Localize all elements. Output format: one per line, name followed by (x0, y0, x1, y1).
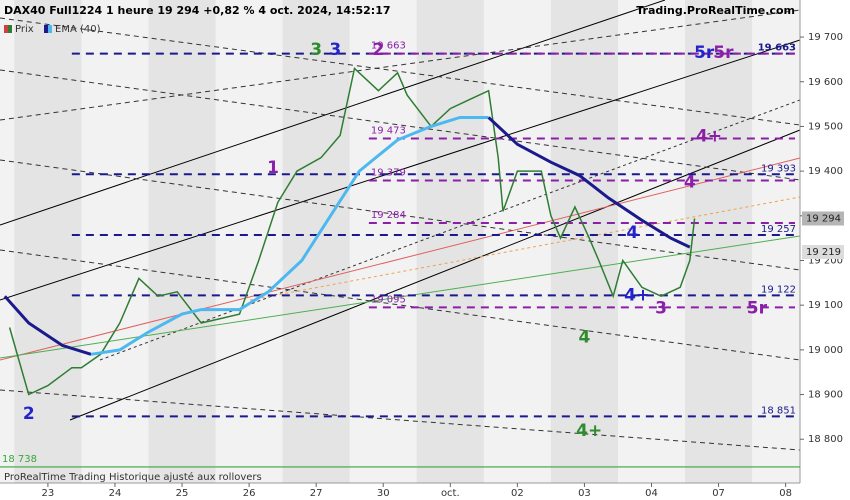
x-tick-label: 30 (377, 488, 390, 499)
wave-label: 2 (373, 40, 385, 60)
level-label: 19 473 (371, 126, 406, 137)
level-label: 18 738 (2, 454, 37, 465)
chart-title: DAX40 Full1224 1 heure 19 294 +0,82 % 4 … (4, 4, 391, 17)
ema-line (3, 295, 92, 356)
level-label: 18 851 (761, 405, 796, 416)
legend-label: Prix (15, 24, 34, 35)
x-tick-label: 03 (578, 488, 591, 499)
wave-label: 4 (579, 327, 591, 347)
x-tick-label: 27 (310, 488, 323, 499)
price-line (8, 66, 696, 396)
y-tick-label: 19 600 (808, 77, 843, 88)
trend-line (0, 39, 801, 301)
wave-label: 5r (713, 43, 734, 63)
legend-swatch (48, 25, 52, 33)
wave-label: 5r (694, 43, 715, 63)
ema-line (487, 116, 691, 249)
footer: ProRealTime Trading Historique ajusté au… (4, 471, 262, 483)
x-tick-label: 07 (712, 488, 725, 499)
price-tag-label: 19 294 (806, 213, 841, 224)
x-tick-label: 08 (779, 488, 792, 499)
legend-label: EMA (40) (55, 24, 101, 35)
wave-label: 3 (310, 40, 322, 60)
level-label: 19 095 (371, 294, 406, 305)
y-tick-label: 18 800 (808, 434, 843, 445)
level-label: 19 257 (761, 224, 796, 235)
dashed-line (99, 99, 801, 361)
wave-label: 4 (626, 223, 638, 243)
day-bands (14, 0, 753, 483)
dashed-line (0, 389, 801, 451)
price-tag (802, 211, 844, 226)
day-band (282, 0, 350, 483)
level-label: 19 379 (371, 168, 406, 179)
x-tick-label: 24 (109, 488, 122, 499)
price-tag-label: 19 219 (806, 247, 841, 258)
day-band (148, 0, 216, 483)
y-tick-label: 19 500 (808, 121, 843, 132)
level-label: 19 122 (761, 284, 796, 295)
level-label: 19 284 (371, 210, 406, 221)
y-tick-label: 19 700 (808, 32, 843, 43)
x-tick-label: 23 (42, 488, 55, 499)
wave-label: 4+ (696, 126, 722, 146)
x-tick-label: oct. (441, 488, 460, 499)
drawings (0, 0, 801, 451)
y-tick-label: 19 000 (808, 345, 843, 356)
brand: Trading.ProRealTime.com (636, 4, 795, 17)
wave-label: 4+ (624, 285, 650, 305)
level-label: 19 663 (758, 43, 796, 54)
y-tick-label: 18 900 (808, 390, 843, 401)
y-tick-label: 19 400 (808, 166, 843, 177)
trend-line (69, 129, 801, 421)
trend-line (0, 0, 666, 226)
x-tick-label: 25 (176, 488, 189, 499)
day-band (14, 0, 82, 483)
green-line (0, 235, 801, 359)
legend-swatch (8, 25, 12, 33)
level-label: 19 393 (761, 163, 796, 174)
wave-label: 1 (267, 158, 279, 178)
ema-line (90, 116, 489, 356)
x-tick-label: 02 (511, 488, 524, 499)
red-line (0, 157, 801, 361)
day-band (550, 0, 618, 483)
y-tick-label: 19 200 (808, 255, 843, 266)
y-tick-label: 19 100 (808, 300, 843, 311)
wave-label: 5r (747, 298, 768, 318)
level-label: 19 663 (371, 41, 406, 52)
price-tag (802, 245, 844, 259)
day-band (685, 0, 753, 483)
x-tick-label: 26 (243, 488, 256, 499)
wave-label: 4+ (576, 421, 602, 441)
plot-background (0, 0, 800, 483)
x-tick-label: 04 (645, 488, 658, 499)
wave-label: 3 (329, 40, 341, 60)
wave-label: 3 (655, 298, 667, 318)
wave-label: 4 (684, 172, 696, 192)
wave-label: 2 (23, 404, 35, 424)
